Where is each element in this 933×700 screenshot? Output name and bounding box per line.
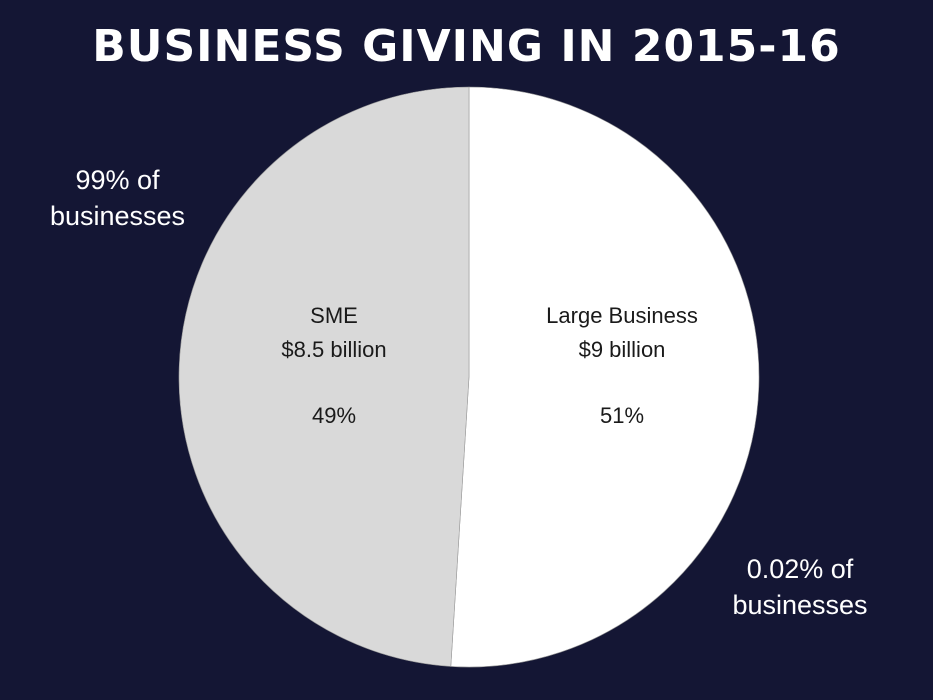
slice-percent-label-sme: 49% bbox=[312, 403, 356, 428]
slice-value-label-large-business: $9 billion bbox=[579, 337, 666, 362]
pie-slice-labels: SME $8.5 billion 49% Large Business $9 billi… bbox=[281, 303, 697, 428]
pie-slice-sme bbox=[178, 86, 470, 667]
sme-business-share-note: 99% of businesses bbox=[49, 165, 186, 231]
pie-slices bbox=[178, 86, 760, 668]
slice-value-label-sme: $8.5 billion bbox=[281, 337, 386, 362]
slice-name-label-large-business: Large Business bbox=[546, 303, 698, 328]
slice-percent-label-large-business: 51% bbox=[600, 403, 644, 428]
slice-name-label-sme: SME bbox=[310, 303, 358, 328]
pie-slice-large-business bbox=[450, 86, 760, 668]
large-business-share-note: 0.02% of businesses bbox=[732, 554, 868, 620]
chart-title: BUSINESS GIVING IN 2015-16 bbox=[92, 21, 841, 72]
